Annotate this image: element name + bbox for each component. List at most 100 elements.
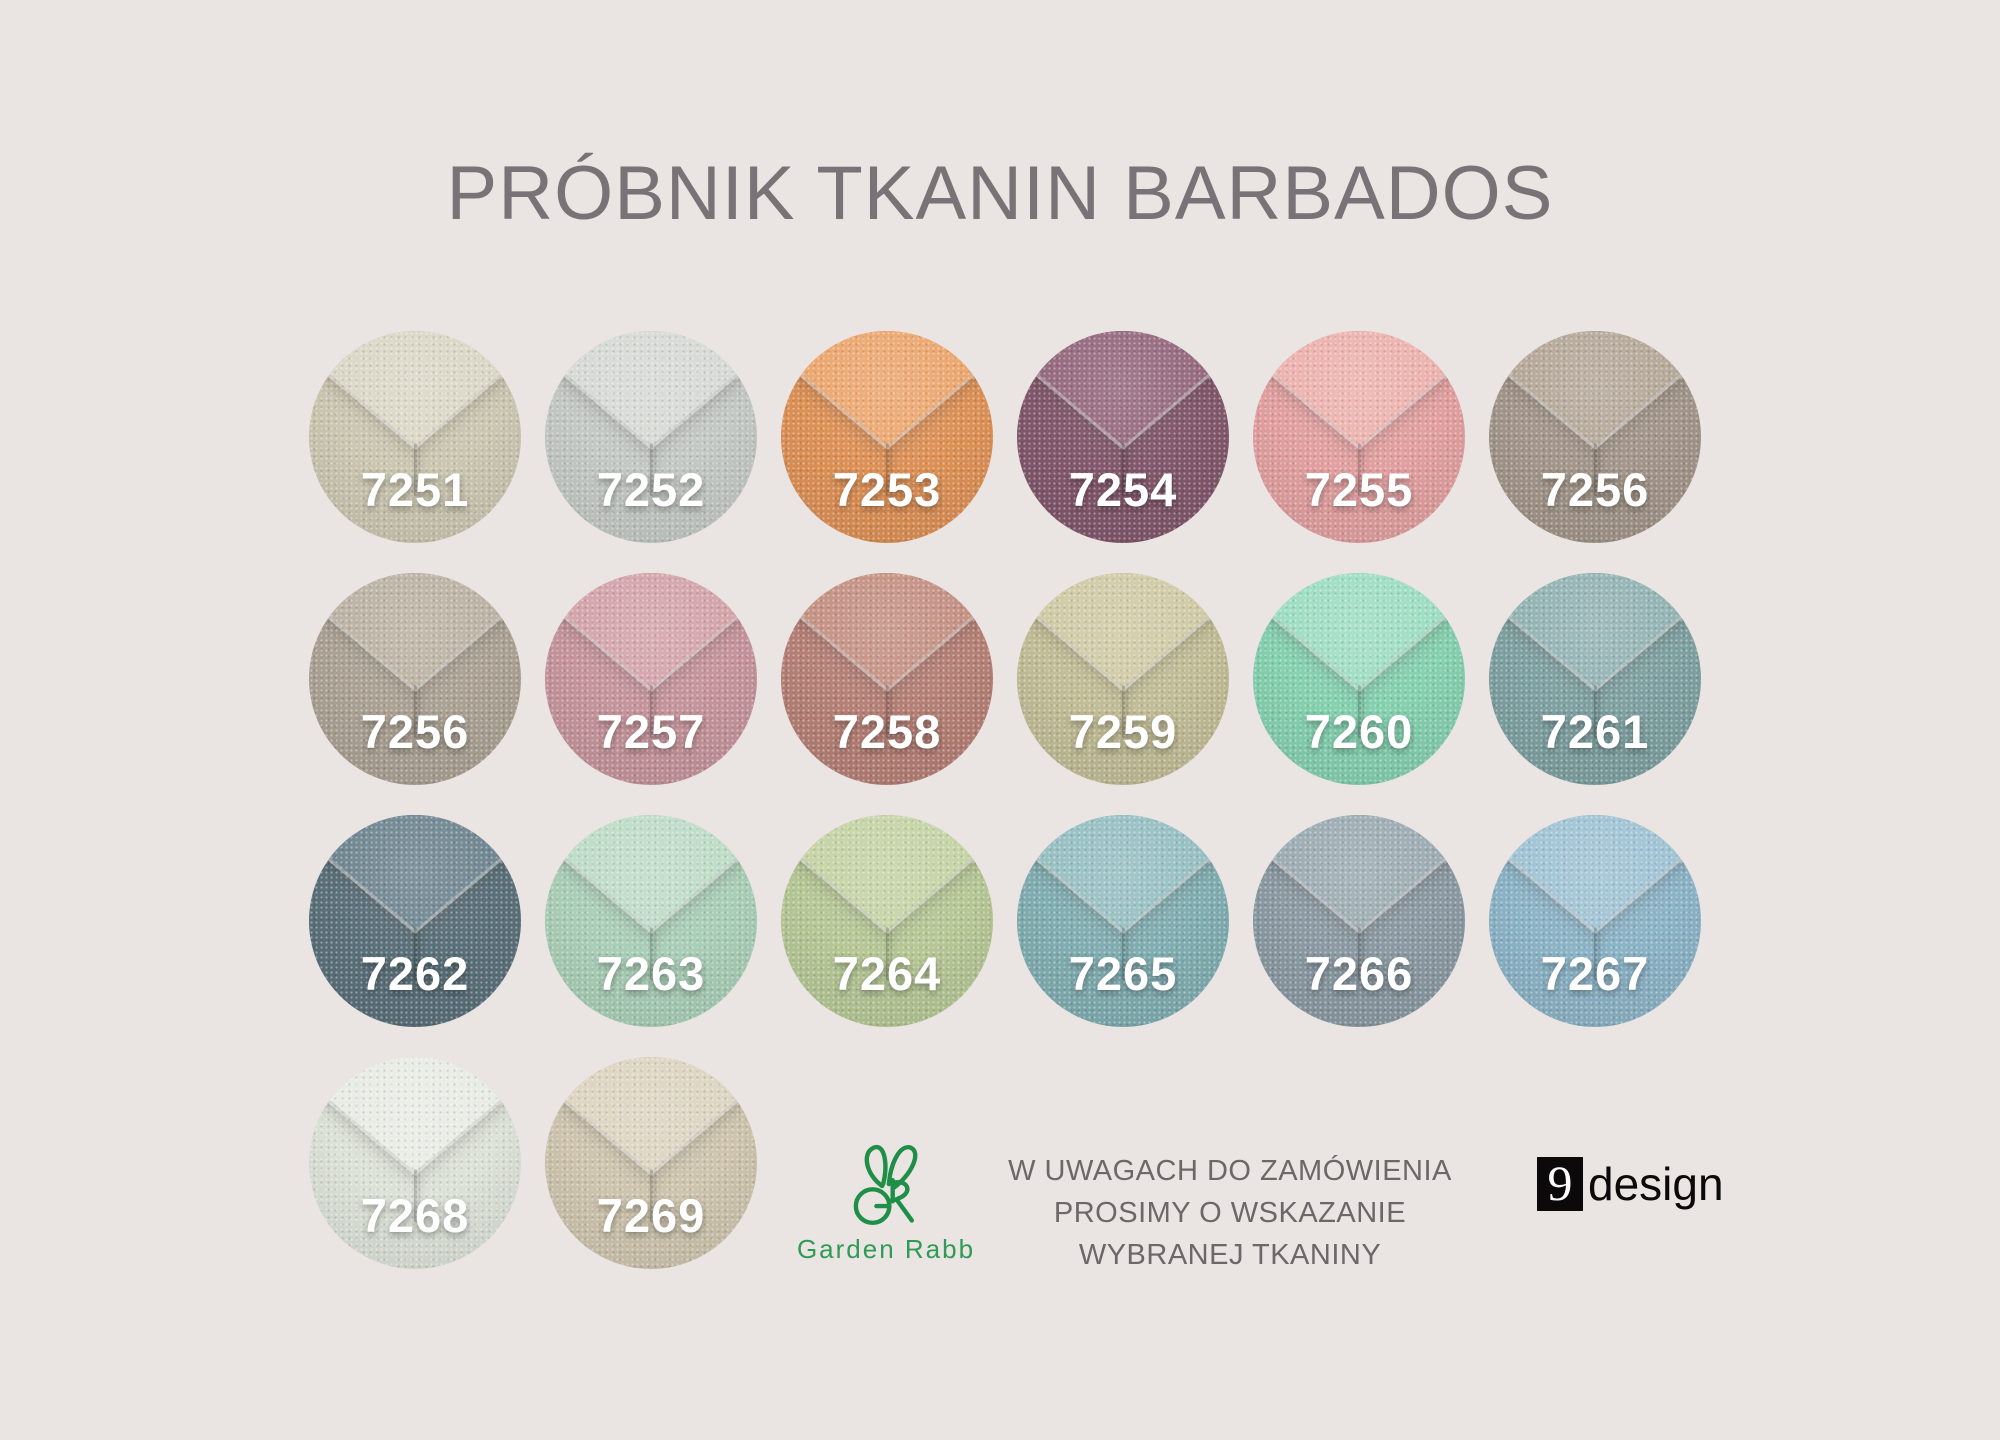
cushion-seam [1593, 927, 1597, 981]
swatch-number: 7258 [832, 705, 942, 759]
cushion-top-face [781, 331, 993, 543]
fabric-texture-overlay [781, 815, 993, 1027]
cushion-top-face [545, 815, 757, 1027]
cushion-seam [885, 443, 889, 497]
fabric-swatch: 7266 [1253, 815, 1465, 1027]
cushion-top-face [1489, 815, 1701, 1027]
fabric-swatch: 7251 [309, 331, 521, 543]
order-note-line-2: PROSIMY O WSKAZANIE [1053, 1197, 1407, 1229]
fabric-swatch: 7258 [781, 573, 993, 785]
fabric-texture-overlay [781, 331, 993, 543]
swatch-number: 7254 [1068, 463, 1178, 517]
swatch-number: 7255 [1304, 463, 1414, 517]
cushion-seam [1593, 443, 1597, 497]
cushion-seam [413, 443, 417, 497]
cushion-seam [885, 685, 889, 739]
fabric-swatch: 7254 [1017, 331, 1229, 543]
cushion-seam [649, 443, 653, 497]
cushion-seam [1357, 927, 1361, 981]
fabric-texture-overlay [1017, 331, 1229, 543]
swatch-number: 7267 [1540, 947, 1650, 1001]
swatch-number: 7256 [360, 705, 470, 759]
fabric-swatch: 7259 [1017, 573, 1229, 785]
cushion-top-face [781, 573, 993, 785]
cushion-top-face [1017, 331, 1229, 543]
swatch-number: 7263 [596, 947, 706, 1001]
swatch-number: 7253 [832, 463, 942, 517]
order-note: W UWAGACH DO ZAMÓWIENIA PROSIMY O WSKAZA… [980, 1150, 1480, 1276]
cushion-top-face [1017, 815, 1229, 1027]
fabric-texture-overlay [1489, 331, 1701, 543]
cushion-seam [1593, 685, 1597, 739]
fabric-texture-overlay [1253, 573, 1465, 785]
swatch-number: 7269 [596, 1189, 706, 1243]
fabric-swatch: 7269 [545, 1057, 757, 1269]
fabric-texture-overlay [309, 1057, 521, 1269]
cushion-top-face [545, 331, 757, 543]
cushion-top-face [1017, 573, 1229, 785]
fabric-texture-overlay [1253, 815, 1465, 1027]
fabric-texture-overlay [309, 573, 521, 785]
swatch-number: 7264 [832, 947, 942, 1001]
ninedesign-9-icon: 9 [1537, 1157, 1583, 1211]
fabric-texture-overlay [545, 573, 757, 785]
swatch-number: 7256 [1540, 463, 1650, 517]
cushion-seam [413, 685, 417, 739]
cushion-top-face [545, 1057, 757, 1269]
fabric-swatch: 7264 [781, 815, 993, 1027]
fabric-swatch: 7252 [545, 331, 757, 543]
swatch-number: 7268 [360, 1189, 470, 1243]
fabric-swatch: 7257 [545, 573, 757, 785]
cushion-top-face [1253, 573, 1465, 785]
cushion-seam [413, 1169, 417, 1223]
cushion-seam [1357, 685, 1361, 739]
cushion-top-face [545, 573, 757, 785]
cushion-top-face [309, 1057, 521, 1269]
fabric-swatch: 7256 [309, 573, 521, 785]
cushion-seam [1357, 443, 1361, 497]
fabric-swatch: 7265 [1017, 815, 1229, 1027]
cushion-top-face [1253, 331, 1465, 543]
swatch-number: 7252 [596, 463, 706, 517]
fabric-swatch: 7261 [1489, 573, 1701, 785]
cushion-seam [1121, 685, 1125, 739]
fabric-texture-overlay [309, 815, 521, 1027]
cushion-top-face [1489, 573, 1701, 785]
fabric-texture-overlay [1489, 573, 1701, 785]
cushion-top-face [781, 815, 993, 1027]
fabric-texture-overlay [1017, 573, 1229, 785]
fabric-swatch: 7263 [545, 815, 757, 1027]
ninedesign-wordmark: design [1588, 1158, 1724, 1210]
garden-rabb-logo: Garden Rabb [776, 1142, 996, 1265]
fabric-texture-overlay [309, 331, 521, 543]
fabric-swatch: 7255 [1253, 331, 1465, 543]
cushion-top-face [309, 573, 521, 785]
ninedesign-logo: 9 design [1537, 1157, 1724, 1211]
fabric-texture-overlay [545, 815, 757, 1027]
swatch-number: 7262 [360, 947, 470, 1001]
cushion-seam [1121, 443, 1125, 497]
fabric-texture-overlay [1489, 815, 1701, 1027]
swatch-number: 7266 [1304, 947, 1414, 1001]
fabric-texture-overlay [545, 331, 757, 543]
cushion-top-face [1253, 815, 1465, 1027]
garden-rabb-wordmark: Garden Rabb [796, 1234, 976, 1264]
swatch-number: 7261 [1540, 705, 1650, 759]
swatch-number: 7251 [360, 463, 470, 517]
rabbit-gr-icon [853, 1144, 918, 1226]
fabric-texture-overlay [1017, 815, 1229, 1027]
fabric-swatch: 7262 [309, 815, 521, 1027]
fabric-swatch: 7260 [1253, 573, 1465, 785]
swatch-number: 7257 [596, 705, 706, 759]
swatch-number: 7265 [1068, 947, 1178, 1001]
page-title: PRÓBNIK TKANIN BARBADOS [446, 151, 1554, 236]
fabric-swatch: 7256 [1489, 331, 1701, 543]
cushion-seam [413, 927, 417, 981]
fabric-texture-overlay [545, 1057, 757, 1269]
cushion-seam [885, 927, 889, 981]
cushion-seam [649, 927, 653, 981]
cushion-seam [649, 1169, 653, 1223]
order-note-line-3: WYBRANEJ TKANINY [1078, 1239, 1382, 1271]
fabric-texture-overlay [781, 573, 993, 785]
